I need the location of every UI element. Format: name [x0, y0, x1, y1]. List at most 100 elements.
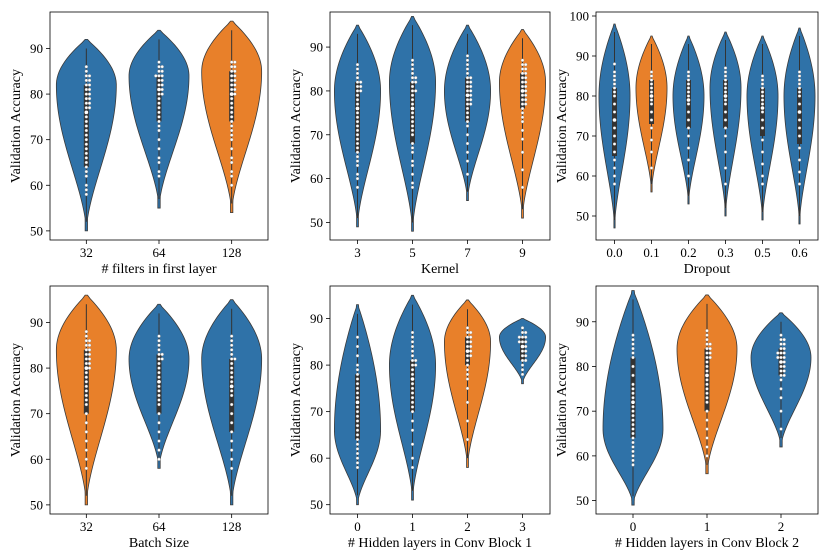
- data-point-128: [233, 60, 237, 64]
- data-point-64: [157, 348, 161, 352]
- data-point-0.1: [649, 98, 654, 102]
- data-point-9: [520, 102, 525, 106]
- data-point-0.2: [686, 134, 691, 138]
- data-point-2: [776, 351, 780, 355]
- data-point-0.1: [649, 126, 654, 130]
- y-tick-label: 50: [576, 209, 589, 224]
- data-point-0: [631, 355, 635, 360]
- data-point-0.1: [649, 118, 654, 122]
- y-tick-label: 70: [310, 127, 323, 142]
- data-point-0.5: [760, 90, 765, 94]
- data-point-64: [157, 69, 161, 73]
- data-point-0.5: [760, 102, 765, 106]
- data-point-2: [465, 335, 470, 339]
- data-point-128: [230, 412, 234, 416]
- data-point-0: [631, 342, 635, 346]
- data-point-1: [410, 363, 415, 367]
- y-tick-label: 50: [576, 493, 589, 508]
- x-tick-label: 0.3: [717, 245, 733, 260]
- data-point-0: [631, 387, 635, 391]
- x-axis-label: Dropout: [684, 262, 731, 277]
- data-point-128: [230, 169, 234, 174]
- data-point-32: [84, 115, 88, 119]
- data-point-32: [84, 448, 88, 452]
- data-point-2: [779, 427, 783, 431]
- data-point-0: [631, 333, 635, 337]
- data-point-2: [469, 335, 473, 339]
- plot-frame: [595, 11, 819, 241]
- data-point-128: [233, 87, 237, 92]
- data-point-0: [631, 445, 635, 449]
- data-point-128: [230, 160, 234, 165]
- data-point-0.6: [797, 182, 802, 186]
- data-point-64: [157, 402, 161, 407]
- data-point-2: [776, 355, 780, 360]
- data-point-1: [705, 337, 709, 342]
- data-point-0.0: [612, 62, 617, 66]
- y-tick-label: 80: [310, 358, 323, 373]
- data-point-64: [157, 124, 161, 128]
- data-point-0: [631, 458, 635, 463]
- data-point-1: [705, 409, 709, 413]
- data-point-128: [230, 348, 234, 352]
- x-tick-label: 64: [153, 519, 167, 534]
- data-point-32: [84, 78, 88, 83]
- data-point-32: [84, 412, 88, 416]
- data-point-1: [410, 340, 415, 344]
- data-point-64: [160, 83, 164, 87]
- data-point-5: [410, 172, 415, 176]
- data-point-32: [84, 466, 88, 471]
- data-point-0.2: [686, 70, 691, 74]
- data-point-5: [410, 58, 415, 62]
- data-point-32: [84, 370, 88, 375]
- x-tick-label: 1: [409, 519, 416, 534]
- x-axis-label: # Hidden layers in Conv Block 1: [348, 536, 532, 551]
- data-point-7: [465, 150, 470, 154]
- data-point-128: [230, 83, 234, 87]
- data-point-64: [157, 147, 161, 151]
- data-point-0: [355, 335, 360, 339]
- y-tick-label: 80: [576, 89, 589, 104]
- x-tick-label: 5: [409, 245, 416, 260]
- data-point-2: [465, 358, 470, 363]
- data-point-0.1: [649, 82, 654, 86]
- data-point-0: [355, 368, 360, 372]
- data-point-2: [469, 330, 473, 335]
- data-point-32: [84, 361, 88, 366]
- data-point-2: [782, 369, 786, 373]
- data-point-64: [157, 128, 161, 133]
- data-point-5: [410, 150, 415, 154]
- data-point-64: [157, 96, 161, 101]
- data-point-5: [410, 141, 415, 146]
- y-axis-label: Validation Accuracy: [289, 343, 304, 457]
- data-point-0: [631, 382, 635, 387]
- data-point-3: [359, 84, 363, 89]
- data-point-9: [520, 80, 525, 84]
- data-point-128: [230, 115, 234, 119]
- y-tick-label: 90: [310, 311, 323, 326]
- data-point-0.0: [612, 78, 617, 82]
- data-point-0.3: [723, 150, 728, 154]
- data-point-5: [410, 133, 415, 137]
- data-point-0.6: [797, 126, 802, 130]
- data-point-0: [355, 391, 360, 395]
- data-point-64: [157, 174, 161, 178]
- data-point-3: [355, 150, 360, 154]
- data-point-0.1: [649, 90, 654, 94]
- data-point-0: [355, 386, 360, 391]
- data-point-0.3: [723, 182, 728, 186]
- chart-panel-3: 50 60 70 80 90 100 Validation Accuracy Dropout 0…: [555, 9, 819, 277]
- data-point-0.3: [723, 90, 728, 94]
- data-point-32: [84, 65, 88, 69]
- data-point-2: [469, 354, 473, 358]
- data-point-0.0: [612, 142, 617, 146]
- data-point-9: [520, 150, 525, 154]
- data-point-7: [465, 141, 470, 146]
- data-point-64: [157, 421, 161, 425]
- data-point-3: [355, 176, 360, 181]
- data-point-2: [779, 355, 783, 360]
- data-point-64: [157, 412, 161, 416]
- data-point-0: [355, 372, 360, 377]
- data-point-2: [782, 342, 786, 346]
- data-point-1: [410, 409, 415, 414]
